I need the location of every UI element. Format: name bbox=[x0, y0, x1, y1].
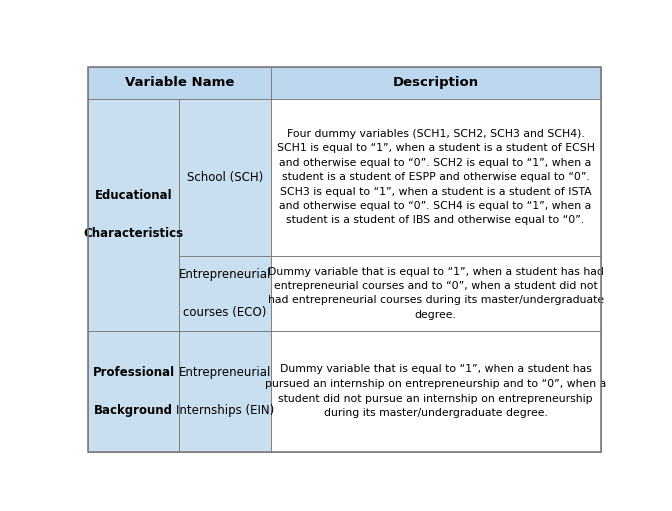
Bar bbox=[179, 99, 271, 256]
Text: Dummy variable that is equal to “1”, when a student has
pursued an internship on: Dummy variable that is equal to “1”, whe… bbox=[265, 364, 606, 419]
Bar bbox=[271, 99, 601, 256]
Text: Educational

Characteristics: Educational Characteristics bbox=[84, 190, 184, 240]
Bar bbox=[179, 331, 271, 452]
Bar bbox=[179, 256, 271, 331]
Bar bbox=[88, 67, 271, 99]
Text: Four dummy variables (SCH1, SCH2, SCH3 and SCH4).
SCH1 is equal to “1”, when a s: Four dummy variables (SCH1, SCH2, SCH3 a… bbox=[277, 129, 595, 225]
Bar bbox=[271, 67, 601, 99]
Text: Variable Name: Variable Name bbox=[125, 77, 234, 89]
Text: Professional

Background: Professional Background bbox=[93, 366, 175, 417]
Bar bbox=[88, 99, 179, 331]
Bar bbox=[271, 331, 601, 452]
Bar bbox=[271, 256, 601, 331]
Text: Entrepreneurial

courses (ECO): Entrepreneurial courses (ECO) bbox=[179, 268, 271, 319]
Bar bbox=[88, 331, 179, 452]
Text: School (SCH): School (SCH) bbox=[187, 171, 263, 183]
Text: Entrepreneurial

Internships (EIN): Entrepreneurial Internships (EIN) bbox=[176, 366, 274, 417]
Text: Description: Description bbox=[392, 77, 478, 89]
Text: Dummy variable that is equal to “1”, when a student has had
entrepreneurial cour: Dummy variable that is equal to “1”, whe… bbox=[267, 267, 603, 320]
